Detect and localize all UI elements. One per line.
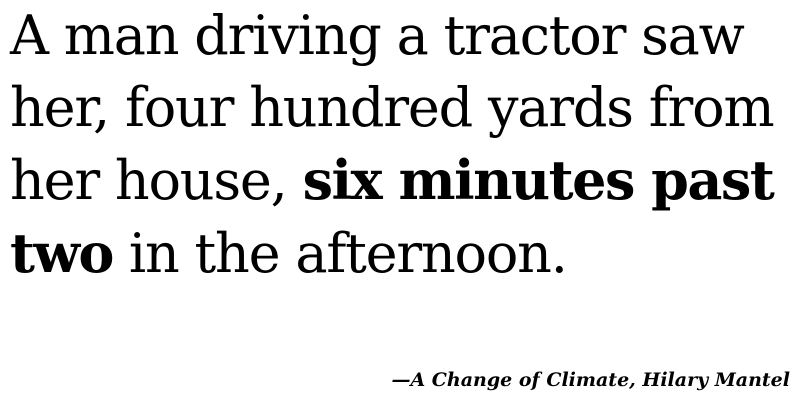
quote-lead: A man driving a tractor saw her, four hu…: [10, 4, 775, 212]
quote-tail: in the afternoon.: [112, 222, 568, 285]
quote-attribution: —A Change of Climate, Hilary Mantel: [391, 369, 790, 391]
quote-emphasis: six minutes past two: [10, 148, 775, 285]
quote-text: A man driving a tractor saw her, four hu…: [10, 0, 795, 290]
